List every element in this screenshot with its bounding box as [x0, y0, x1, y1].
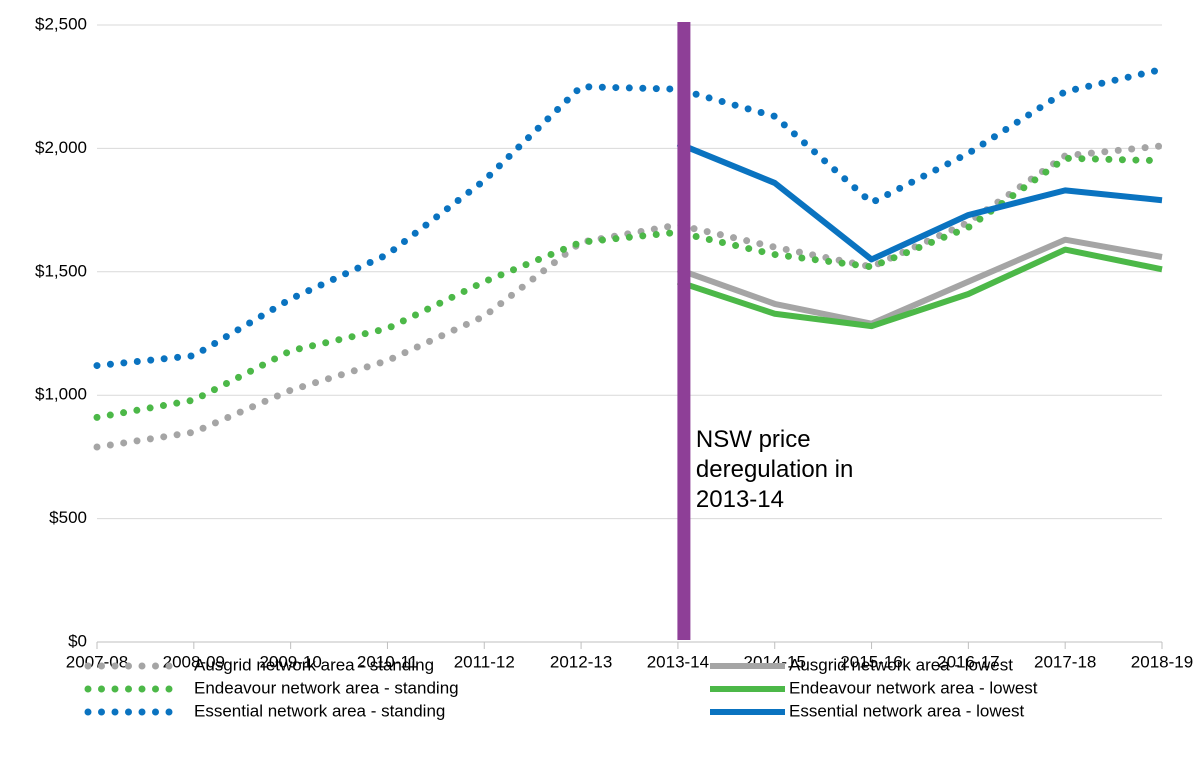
annotation-text: 2013-14 — [696, 486, 784, 513]
x-tick-label: 2018-19 — [1131, 652, 1193, 671]
y-tick-label: $1,000 — [35, 385, 87, 404]
series-line — [93, 154, 1166, 421]
legend-label: Essential network area - standing — [194, 701, 445, 720]
x-tick-label: 2016-17 — [937, 652, 999, 671]
y-tick-label: $1,500 — [35, 261, 87, 280]
legend-label: Endeavour network area - lowest — [789, 678, 1038, 697]
x-tick-label: 2007-08 — [66, 652, 128, 671]
x-tick-label: 2010-11 — [357, 652, 418, 671]
series-line — [676, 246, 1163, 330]
annotation-text: NSW price — [696, 426, 811, 453]
y-tick-label: $2,500 — [35, 14, 87, 33]
x-tick-label: 2009-10 — [259, 652, 321, 671]
legend-label: Ausgrid network area - standing — [194, 655, 434, 674]
x-tick-label: 2017-18 — [1034, 652, 1096, 671]
y-tick-label: $500 — [49, 508, 87, 527]
annotation-text: deregulation in — [696, 456, 853, 483]
x-tick-label: 2011-12 — [454, 652, 515, 671]
series-line — [93, 142, 1166, 451]
x-tick-label: 2012-13 — [550, 652, 612, 671]
y-tick-label: $2,000 — [35, 138, 87, 157]
series-line — [676, 236, 1163, 327]
legend-label: Ausgrid network area - lowest — [789, 655, 1013, 674]
x-tick-label: 2013-14 — [647, 652, 709, 671]
x-tick-label: 2015-16 — [840, 652, 902, 671]
y-tick-label: $0 — [68, 631, 87, 650]
series-line — [93, 65, 1166, 370]
legend-label: Essential network area - lowest — [789, 701, 1025, 720]
legend-label: Endeavour network area - standing — [194, 678, 459, 697]
x-tick-label: 2008-09 — [163, 652, 225, 671]
series-line — [676, 140, 1163, 263]
